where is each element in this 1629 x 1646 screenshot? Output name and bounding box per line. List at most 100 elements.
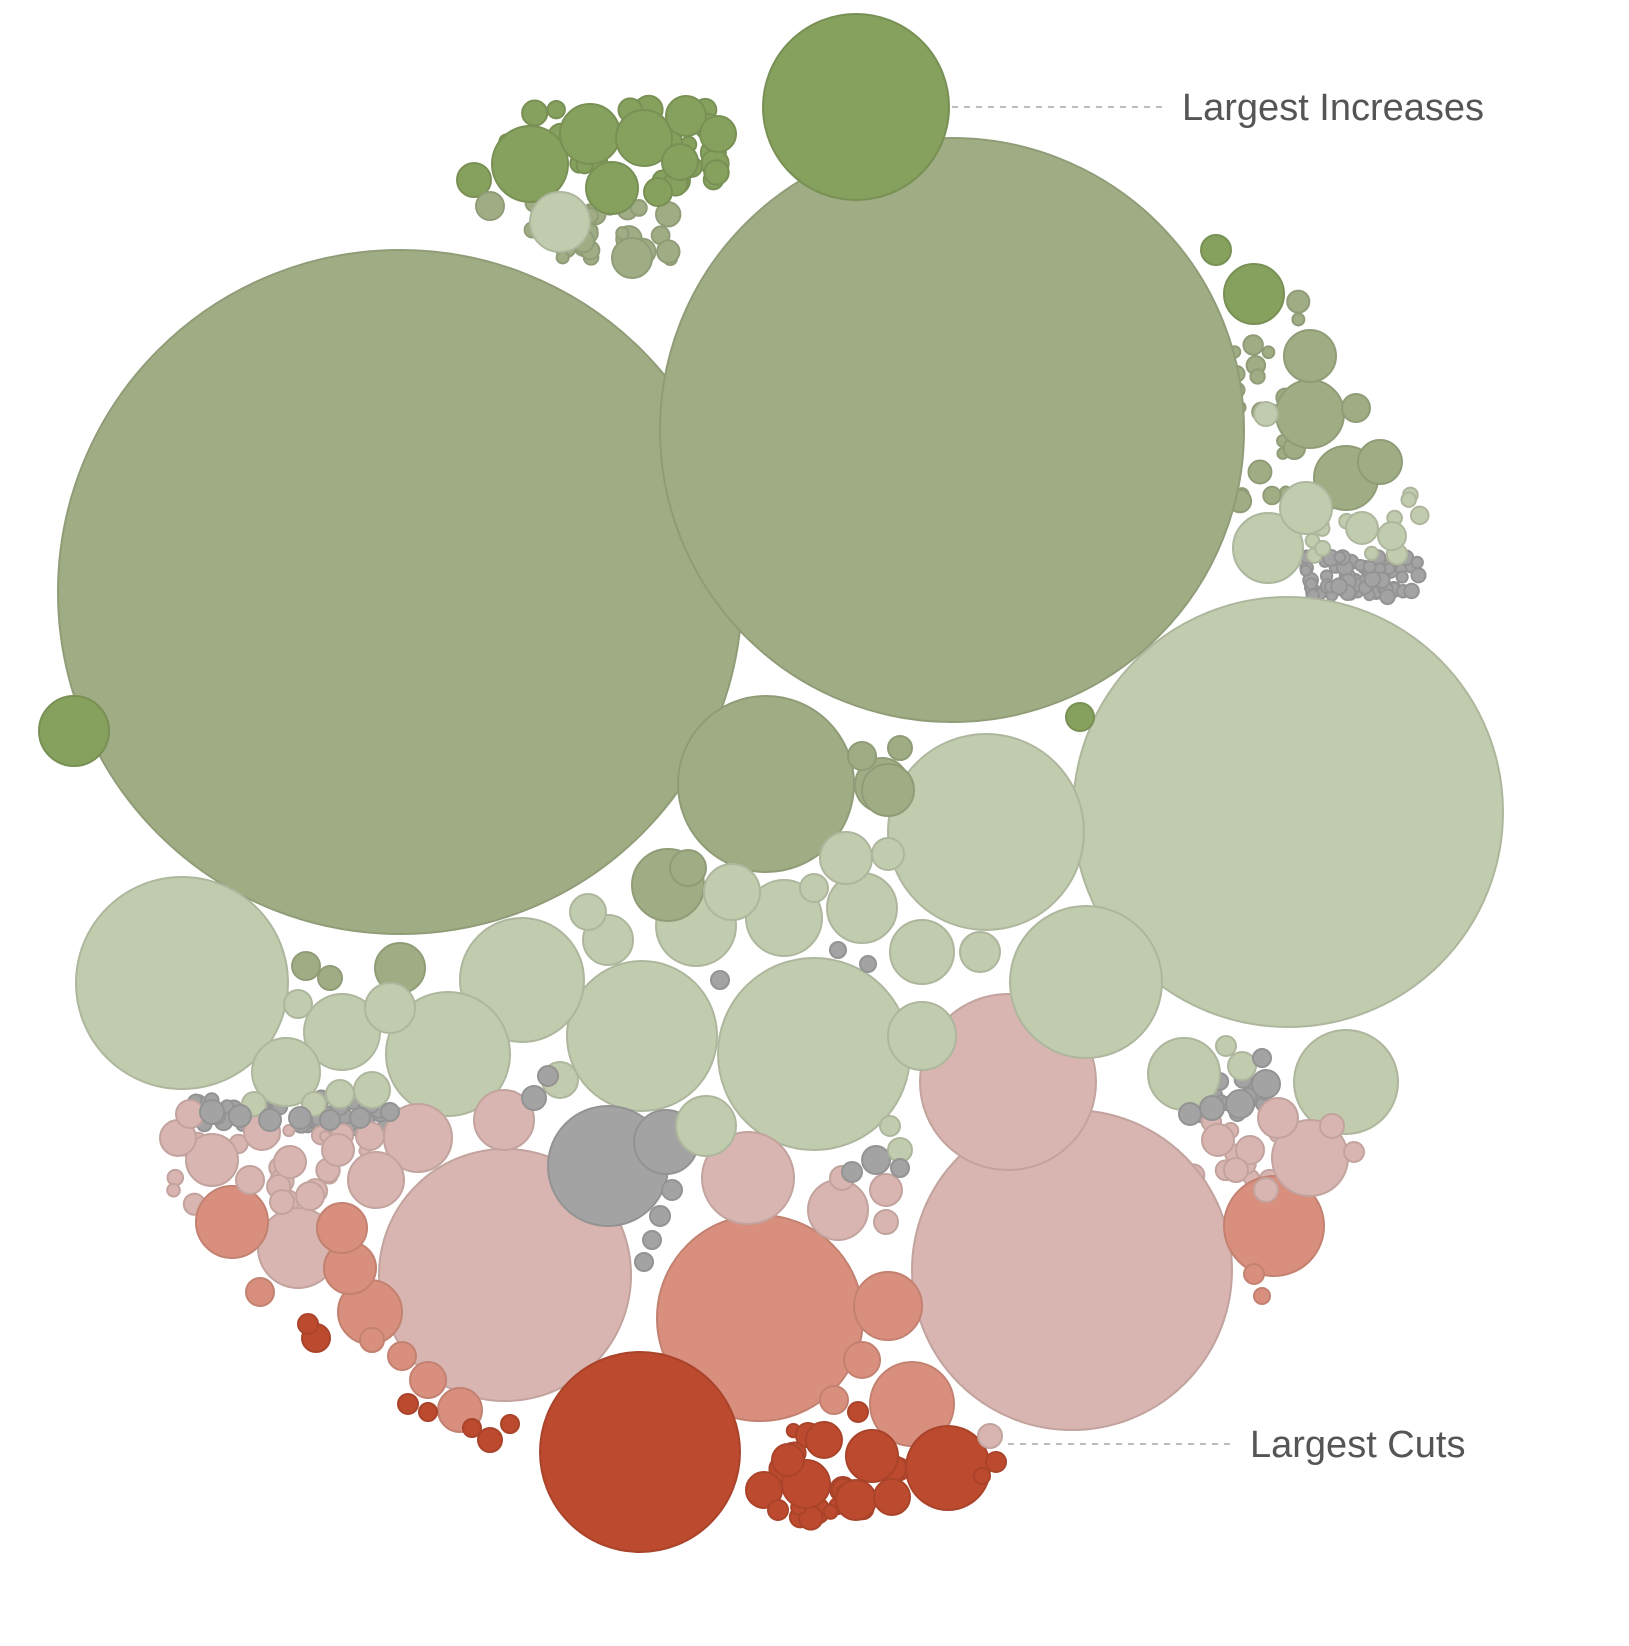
bubble-strong-increase-393 <box>585 161 639 215</box>
bubble-slight-cut-428 <box>1201 1123 1235 1157</box>
bubble-neutral-473 <box>228 1104 252 1128</box>
bubble-strong-increase-367 <box>38 695 110 767</box>
bubble-slight-cut-462 <box>1223 1157 1249 1183</box>
bubble-slight-increase-424 <box>1345 511 1379 545</box>
bubble-increase-239 <box>1247 459 1273 485</box>
bubble-neutral-54 <box>1304 577 1318 591</box>
bubble-neutral-498 <box>1252 1048 1272 1068</box>
bubble-increase-230 <box>1262 485 1282 506</box>
bubble-slight-increase-351 <box>385 991 511 1117</box>
bubble-slight-cut-478 <box>1343 1141 1365 1163</box>
bubble-increase-336 <box>659 137 1245 723</box>
bubble-strong-cut-491 <box>418 1402 438 1422</box>
bubble-neutral-65 <box>1403 582 1420 600</box>
bubble-increase-251 <box>1249 368 1266 385</box>
bubble-cut-479 <box>1243 1263 1265 1285</box>
bubble-increase-374 <box>1275 379 1345 449</box>
bubble-neutral-497 <box>890 1158 910 1178</box>
bubble-increase-403 <box>1357 439 1403 485</box>
bubble-slight-increase-442 <box>325 1079 355 1109</box>
bubble-slight-increase-368 <box>1232 512 1304 584</box>
bubble-strong-cut-454 <box>477 1427 503 1453</box>
bubble-slight-increase-259 <box>1314 539 1332 557</box>
bubble-increase-236 <box>1291 312 1306 327</box>
bubble-increase-408 <box>611 237 653 279</box>
bubble-strong-cut-480 <box>297 1313 319 1335</box>
bubble-slight-cut-429 <box>869 1173 903 1207</box>
bubble-cut-354 <box>1223 1175 1325 1277</box>
bubble-neutral-496 <box>710 970 730 990</box>
bubble-slight-increase-348 <box>1009 905 1163 1059</box>
bubble-increase-248 <box>1261 345 1276 360</box>
bubble-increase-242 <box>1242 334 1264 356</box>
bubble-slight-increase-370 <box>251 1037 321 1107</box>
bubble-neutral-64 <box>1410 555 1424 570</box>
bubble-strong-increase-387 <box>615 109 673 167</box>
bubble-slight-cut-427 <box>321 1133 355 1167</box>
bubble-slight-increase-353 <box>1293 1029 1399 1135</box>
bubble-strong-cut-483 <box>847 1401 869 1423</box>
bubble-neutral-452 <box>1251 1069 1281 1099</box>
bubble-cut-421 <box>843 1341 881 1379</box>
bubble-slight-increase-343 <box>887 733 1085 931</box>
bubble-neutral-69 <box>1333 550 1347 564</box>
bubble-neutral-469 <box>521 1085 547 1111</box>
bubble-neutral-488 <box>841 1161 863 1183</box>
bubble-increase-415 <box>669 849 707 887</box>
bubble-increase-346 <box>677 695 855 873</box>
bubble-slight-cut-390 <box>185 1133 239 1187</box>
bubble-slight-increase-371 <box>887 1001 957 1071</box>
bubble-neutral-451 <box>861 1145 891 1175</box>
bubble-strong-increase-422 <box>456 162 492 198</box>
bubble-strong-cut-482 <box>985 1451 1007 1473</box>
bubble-cut-500 <box>1253 1287 1271 1305</box>
bubble-slight-increase-361 <box>745 879 823 957</box>
bubble-strong-cut-342 <box>539 1351 741 1553</box>
bubble-strong-cut-411 <box>805 1421 843 1459</box>
bubble-strong-cut-423 <box>771 1443 805 1477</box>
bubble-slight-cut-445 <box>235 1165 265 1195</box>
bubble-increase-457 <box>317 965 343 991</box>
bubble-neutral-499 <box>380 1102 400 1122</box>
bubble-slight-increase-253 <box>1400 491 1417 508</box>
bubble-slight-increase-340 <box>75 876 289 1090</box>
bubble-slight-increase-439 <box>799 873 829 903</box>
bubble-neutral-471 <box>199 1099 225 1125</box>
bubble-neutral-48 <box>1395 570 1409 584</box>
bubble-slight-cut-309 <box>166 1182 181 1198</box>
bubble-slight-cut-466 <box>873 1209 899 1235</box>
bubble-neutral-495 <box>634 1252 654 1272</box>
bubble-neutral-62 <box>1379 588 1396 606</box>
bubble-strong-cut-484 <box>767 1499 789 1521</box>
bubble-slight-increase-389 <box>819 831 873 885</box>
bubble-cut-420 <box>409 1361 447 1399</box>
bubble-slight-increase-437 <box>1377 521 1407 551</box>
bubble-neutral-502 <box>859 955 877 973</box>
bubble-strong-cut-410 <box>745 1471 783 1509</box>
bubble-slight-cut-448 <box>1235 1135 1265 1165</box>
bubble-strong-increase-190 <box>546 99 566 120</box>
bubble-neutral-487 <box>537 1065 559 1087</box>
bubble-strong-increase-170 <box>703 159 730 186</box>
bubble-neutral-490 <box>349 1107 371 1129</box>
bubble-strong-cut-406 <box>835 1479 877 1521</box>
bubble-slight-cut-461 <box>269 1189 295 1215</box>
bubble-slight-increase-375 <box>889 919 955 985</box>
annotations-layer: Largest Increases Largest Cuts <box>952 87 1484 1466</box>
bubble-slight-increase-477 <box>1215 1035 1237 1057</box>
bubble-cut-449 <box>387 1341 417 1371</box>
bubble-strong-increase-414 <box>661 143 699 181</box>
bubble-strong-increase-345 <box>762 13 950 201</box>
bubble-strong-cut-290 <box>822 1504 839 1520</box>
bubble-strong-cut-392 <box>845 1429 899 1483</box>
bubble-increase-335 <box>57 249 743 935</box>
bubbles-layer <box>38 13 1504 1553</box>
bubble-strong-cut-481 <box>397 1393 419 1415</box>
bubble-neutral-475 <box>288 1106 312 1130</box>
bubble-strong-increase-434 <box>643 177 673 207</box>
bubble-slight-cut-426 <box>273 1145 307 1179</box>
bubble-cut-468 <box>359 1327 385 1353</box>
bubble-neutral-494 <box>642 1230 662 1250</box>
